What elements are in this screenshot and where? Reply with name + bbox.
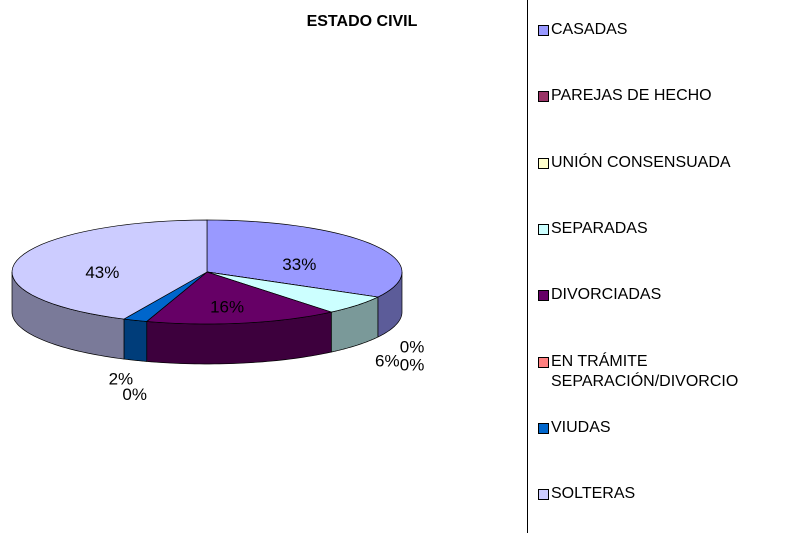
legend-swatch	[538, 422, 549, 434]
slice	[206, 219, 403, 298]
legend-item: DIVORCIADAS	[538, 285, 788, 305]
legend-label: CASADAS	[551, 21, 628, 38]
data-label: 0%	[400, 338, 425, 357]
legend-item: UNIÓN CONSENSUADA	[538, 153, 788, 173]
legend-swatch	[538, 25, 549, 36]
legend-swatch	[538, 223, 549, 235]
legend-item: SEPARADAS	[538, 219, 788, 239]
legend-label: EN TRÁMITE SEPARACIÓN/DIVORCIO	[551, 352, 739, 390]
legend-label: SOLTERAS	[551, 485, 636, 503]
legend-label: DIVORCIADAS	[551, 286, 662, 304]
legend-label: PAREJAS DE HECHO	[551, 87, 712, 105]
legend-label: UNIÓN CONSENSUADA	[551, 153, 731, 171]
legend-item: PAREJAS DE HECHO	[538, 86, 788, 106]
slice	[11, 219, 208, 320]
legend-item: CASADAS	[538, 20, 788, 40]
data-label: 2%	[109, 370, 134, 389]
data-label: 0%	[122, 385, 147, 404]
data-label: 6%	[375, 351, 400, 370]
data-label: 16%	[210, 298, 244, 317]
legend-item: VIUDAS	[538, 418, 788, 438]
data-label: 43%	[85, 263, 119, 282]
legend-label: SEPARADAS	[551, 219, 648, 237]
slice-side	[123, 318, 148, 362]
legend-swatch	[538, 356, 549, 368]
legend-item: SOLTERAS	[538, 484, 788, 504]
legend-swatch	[538, 489, 549, 501]
legend-swatch	[538, 290, 549, 302]
legend-item: EN TRÁMITE SEPARACIÓN/DIVORCIO	[538, 352, 788, 392]
legend-swatch	[538, 157, 549, 169]
data-label: 33%	[282, 255, 316, 274]
slice	[145, 271, 333, 325]
data-label: 0%	[400, 356, 425, 375]
legend-label: VIUDAS	[551, 418, 611, 436]
legend-swatch	[538, 91, 549, 103]
slice	[122, 271, 208, 322]
legend: CASADAS PAREJAS DE HECHO UNIÓN CONSENSUADA…	[527, 0, 789, 533]
slice	[206, 271, 380, 313]
chart-title: ESTADO CIVIL	[307, 13, 418, 30]
